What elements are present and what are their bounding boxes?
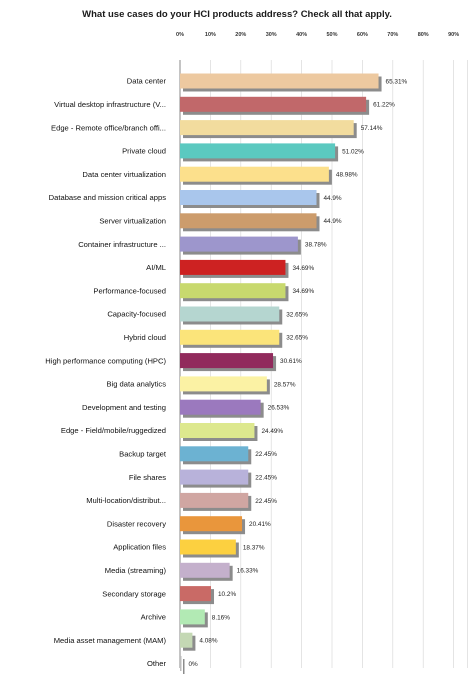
category-label: Big data analytics: [106, 380, 166, 389]
bar: [180, 306, 280, 322]
bars: [180, 73, 382, 674]
category-label: Media (streaming): [105, 566, 167, 575]
bar: [180, 353, 274, 369]
x-tick-label: 40%: [296, 32, 307, 38]
data-label: 4.08%: [199, 638, 217, 645]
data-label: 38.78%: [305, 242, 327, 249]
bar: [180, 446, 249, 462]
data-label: 48.98%: [336, 172, 358, 179]
bar: [180, 562, 230, 578]
bar: [180, 632, 193, 648]
bar: [180, 259, 286, 275]
category-label: File shares: [129, 473, 166, 482]
data-label: 51.02%: [342, 148, 364, 155]
bar: [180, 96, 367, 112]
bar: [180, 166, 329, 182]
category-label: Multi-location/distribut...: [86, 496, 166, 505]
bar: [180, 213, 317, 229]
category-label: Virtual desktop infrastructure (V...: [54, 100, 166, 109]
bar: [180, 190, 317, 205]
bar: [180, 539, 236, 555]
category-label: Edge - Remote office/branch offi...: [51, 123, 166, 132]
bar: [180, 329, 280, 345]
x-tick-label: 80%: [418, 32, 429, 38]
data-label: 30.61%: [280, 358, 302, 365]
x-tick-label: 0%: [176, 32, 184, 38]
data-label: 24.49%: [261, 428, 283, 435]
category-label: Archive: [141, 613, 166, 622]
bar: [180, 73, 379, 89]
bar: [180, 609, 205, 625]
bar: [180, 236, 298, 252]
category-labels: Data center 65.31% Virtual desktop infrast…: [45, 77, 407, 669]
x-tick-label: 70%: [387, 32, 398, 38]
bar-shadow: [183, 659, 185, 674]
category-label: Secondary storage: [102, 589, 166, 598]
data-label: 20.41%: [249, 521, 271, 528]
x-tick-label: 30%: [266, 32, 277, 38]
data-label: 8.16%: [212, 614, 230, 621]
category-label: Hybrid cloud: [124, 333, 166, 342]
x-tick-label: 10%: [205, 32, 216, 38]
bar: [180, 120, 354, 136]
category-label: Database and mission critical apps: [49, 193, 167, 202]
category-label: Development and testing: [82, 403, 166, 412]
bar: [180, 516, 243, 532]
data-label: 22.45%: [255, 475, 277, 482]
x-tick-label: 50%: [326, 32, 337, 38]
bar: [180, 656, 182, 671]
category-label: Media asset management (MAM): [54, 636, 167, 645]
bar: [180, 143, 336, 159]
category-label: High performance computing (HPC): [45, 356, 166, 365]
category-label: Backup target: [119, 450, 167, 459]
category-label: Private cloud: [122, 147, 166, 156]
category-label: Server virtualization: [99, 217, 166, 226]
bar: [180, 283, 286, 299]
x-axis-ticks: 0% 10% 20% 30% 40% 50% 60% 70% 80% 90%: [176, 32, 459, 38]
category-label: Application files: [113, 543, 166, 552]
data-label: 32.65%: [286, 311, 308, 318]
data-label: 18.37%: [243, 544, 265, 551]
x-tick-label: 90%: [448, 32, 459, 38]
category-label: Data center: [127, 77, 167, 86]
data-label: 44.9%: [323, 195, 341, 202]
data-label: 26.53%: [268, 405, 290, 412]
category-label: Container infrastructure ...: [78, 240, 166, 249]
x-tick-label: 60%: [357, 32, 368, 38]
category-label: Other: [147, 659, 166, 668]
bar: [180, 586, 212, 602]
data-label: 34.69%: [292, 288, 314, 295]
data-label: 44.9%: [323, 218, 341, 225]
category-label: Data center virtualization: [82, 170, 166, 179]
data-label: 65.31%: [386, 78, 408, 85]
data-label: 16.33%: [237, 568, 259, 575]
data-label: 61.22%: [373, 102, 395, 109]
bar: [180, 399, 261, 415]
data-label: 0%: [189, 661, 199, 668]
data-label: 57.14%: [361, 125, 383, 132]
category-label: Disaster recovery: [107, 519, 166, 528]
data-label: 10.2%: [218, 591, 236, 598]
bar: [180, 492, 249, 508]
data-label: 32.65%: [286, 335, 308, 342]
data-label: 22.45%: [255, 451, 277, 458]
category-label: Capacity-focused: [107, 310, 166, 319]
bar: [180, 376, 267, 392]
x-tick-label: 20%: [235, 32, 246, 38]
bar: [180, 423, 255, 438]
chart-title: What use cases do your HCI products addr…: [82, 9, 392, 20]
data-label: 34.69%: [292, 265, 314, 272]
data-label: 28.57%: [274, 381, 296, 388]
category-label: AI/ML: [146, 263, 166, 272]
data-label: 22.45%: [255, 498, 277, 505]
category-label: Edge - Field/mobile/ruggedized: [61, 426, 166, 435]
category-label: Performance-focused: [93, 286, 166, 295]
bar: [180, 469, 249, 485]
